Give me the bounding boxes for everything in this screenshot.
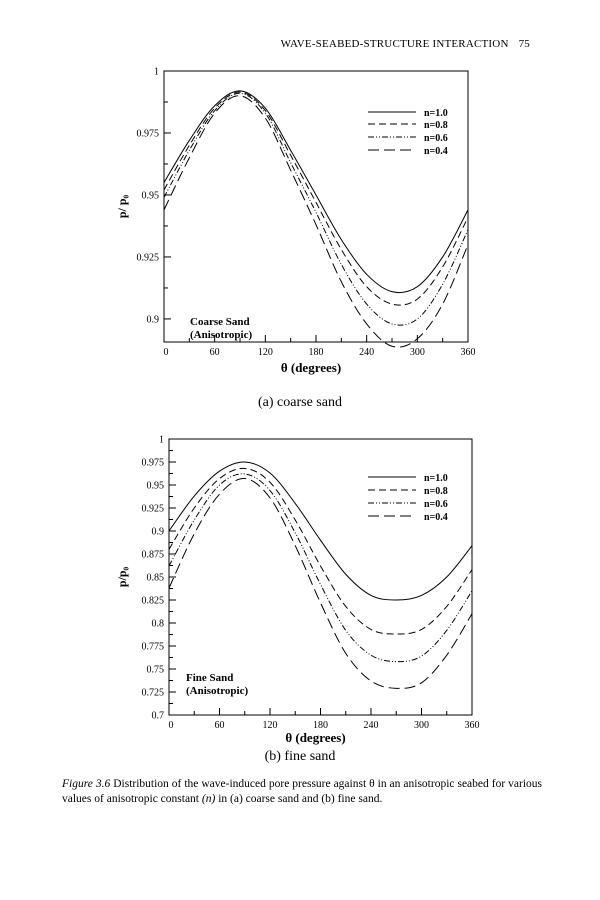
annotation-line-1: Coarse Sand: [190, 316, 250, 328]
y-tick-label: 1: [154, 67, 159, 78]
x-tick-label: 360: [461, 347, 476, 358]
legend-label: n=1.0: [424, 473, 448, 484]
annotation-line-2: (Anisotropic): [190, 329, 252, 341]
subfigure-caption-b: (b) fine sand: [264, 749, 336, 764]
running-title: WAVE-SEABED-STRUCTURE INTERACTION: [280, 38, 509, 50]
y-tick-label: 0.7: [152, 711, 165, 722]
y-tick-label: 0.925: [137, 252, 160, 263]
chart-coarse-sand: 0 60 120 180 240 300 360 0.9 0.925 0.95 0.975 1 θ (d…: [115, 67, 476, 376]
y-tick-label: 0.825: [142, 596, 165, 607]
x-axis-label: θ (degrees): [285, 730, 345, 745]
series-line-n-0-8: [163, 91, 469, 306]
y-tick-label: 0.975: [142, 458, 165, 469]
legend-label: n=0.6: [424, 133, 448, 144]
y-tick-label: 0.725: [142, 688, 165, 699]
running-header: WAVE-SEABED-STRUCTURE INTERACTION 75: [271, 38, 530, 50]
x-tick-label: 300: [410, 347, 425, 358]
y-tick-label: 0.775: [142, 642, 165, 653]
series-line-n-1-0: [168, 461, 473, 601]
series-line-n-0-6: [163, 92, 469, 326]
y-tick-label: 0.95: [147, 481, 165, 492]
y-tick-label: 0.925: [142, 504, 165, 515]
y-tick-label: 0.85: [147, 573, 165, 584]
x-tick-label: 180: [313, 720, 328, 731]
x-tick-label: 120: [258, 347, 273, 358]
legend-label: n=0.8: [424, 486, 448, 497]
x-tick-label: 240: [359, 347, 374, 358]
caption-n: (n): [201, 793, 216, 805]
subfigure-caption-a: (a) coarse sand: [258, 395, 342, 410]
x-tick-label: 120: [263, 720, 278, 731]
y-tick-label: 0.975: [137, 128, 160, 139]
x-tick-label: 0: [164, 347, 169, 358]
x-tick-label: 240: [364, 720, 379, 731]
legend-label: n=0.4: [424, 512, 448, 523]
series-line-n-1-0: [163, 90, 469, 294]
x-axis-label: θ (degrees): [281, 360, 341, 375]
y-tick-label: 0.75: [147, 665, 165, 676]
y-tick-label: 0.9: [152, 527, 165, 538]
figure-caption: Figure 3.6 Distribution of the wave-indu…: [62, 777, 542, 807]
y-tick-label: 1: [159, 435, 164, 446]
x-tick-label: 60: [215, 720, 225, 731]
y-tick-label: 0.9: [147, 314, 160, 325]
y-axis-label: p/p₀: [115, 566, 129, 587]
caption-text-1: Distribution of the wave-induced pore pr…: [62, 778, 542, 805]
y-axis-label: p/ p₀: [115, 194, 129, 218]
series-line-n-0-4: [168, 478, 473, 689]
x-tick-label: 60: [210, 347, 220, 358]
x-tick-label: 300: [414, 720, 429, 731]
annotation-line-2: (Anisotropic): [186, 685, 248, 697]
legend-label: n=0.6: [424, 499, 448, 510]
legend-label: n=0.4: [424, 146, 448, 157]
x-tick-label: 180: [309, 347, 324, 358]
x-tick-label: 360: [465, 720, 480, 731]
figure-label: Figure 3.6: [62, 778, 111, 790]
chart-fine-sand: 0 60 120 180 240 300 360 0.7 0.725 0.75 0.775 0.8 0.…: [115, 435, 480, 746]
y-tick-label: 0.8: [152, 619, 165, 630]
series-line-n-0-8: [168, 467, 473, 635]
legend-label: n=0.8: [424, 120, 448, 131]
y-tick-label: 0.875: [142, 550, 165, 561]
series-line-n-0-6: [168, 473, 473, 663]
page-number: 75: [518, 38, 530, 50]
caption-text-2: in (a) coarse sand and (b) fine sand.: [215, 793, 383, 805]
y-tick-label: 0.95: [142, 190, 160, 201]
series-line-n-0-4: [163, 95, 469, 348]
x-tick-label: 0: [169, 720, 174, 731]
legend-label: n=1.0: [424, 108, 448, 119]
annotation-line-1: Fine Sand: [186, 672, 233, 684]
